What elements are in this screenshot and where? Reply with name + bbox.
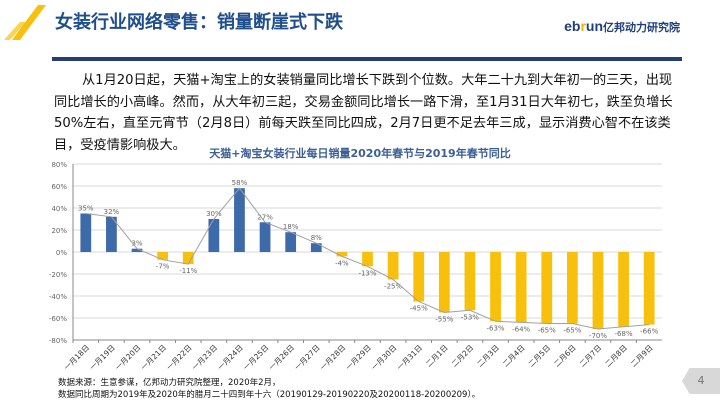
- bar: [643, 252, 655, 325]
- data-label: -53%: [461, 313, 479, 321]
- x-tick-label: 一月27日: [293, 343, 322, 372]
- x-tick-label: 一月26日: [267, 343, 296, 372]
- x-tick-label: 二月3日: [475, 343, 501, 369]
- chart-title: 天猫+淘宝女装行业每日销量2020年春节与2019年春节同比: [209, 147, 511, 160]
- y-tick-label: -60%: [49, 315, 67, 323]
- x-tick-label: 一月20日: [113, 343, 142, 372]
- x-tick-label: 一月29日: [344, 343, 373, 372]
- bar: [362, 252, 373, 267]
- x-tick-label: 二月6日: [552, 343, 578, 369]
- data-label: -4%: [335, 259, 349, 267]
- x-tick-label: 一月18日: [62, 343, 91, 372]
- data-label: -7%: [156, 263, 170, 271]
- data-label: 58%: [232, 179, 248, 187]
- data-label: -65%: [563, 327, 581, 335]
- bar: [106, 216, 117, 252]
- y-tick-label: 40%: [51, 205, 67, 213]
- x-tick-label: 二月1日: [424, 343, 450, 369]
- data-label: -25%: [384, 283, 402, 291]
- bar: [336, 252, 348, 257]
- x-tick-label: 一月28日: [318, 343, 347, 372]
- x-tick-label: 二月4日: [501, 343, 527, 369]
- data-label: -11%: [179, 267, 197, 275]
- bar: [541, 252, 553, 324]
- x-tick-label: 一月23日: [190, 343, 219, 372]
- data-label: 27%: [257, 213, 273, 221]
- y-tick-label: -20%: [49, 271, 67, 279]
- page-number: 4: [682, 368, 720, 394]
- bar: [80, 213, 92, 252]
- bar: [310, 243, 322, 252]
- bar: [234, 188, 245, 252]
- data-label: 30%: [206, 210, 222, 218]
- bar: [285, 232, 297, 252]
- footnote-source: 数据来源：生意参谋，亿邦动力研究院整理，2020年2月，: [58, 378, 281, 388]
- decorative-stripes: [4, 5, 46, 40]
- x-tick-label: 一月21日: [139, 343, 168, 372]
- data-label: 32%: [104, 208, 120, 216]
- data-label: -68%: [615, 330, 633, 338]
- bar: [438, 252, 450, 313]
- x-tick-label: 一月24日: [216, 343, 245, 372]
- data-label: -65%: [538, 327, 556, 335]
- data-label: 8%: [311, 234, 322, 242]
- connecting-line: [85, 187, 650, 330]
- bar: [131, 248, 143, 252]
- data-label: -63%: [486, 324, 504, 332]
- x-tick-label: 二月9日: [629, 343, 655, 369]
- bar: [208, 219, 220, 252]
- data-label: -13%: [358, 269, 376, 277]
- y-tick-label: -40%: [49, 293, 67, 301]
- y-tick-label: 0%: [56, 249, 67, 257]
- x-tick-label: 二月8日: [603, 343, 629, 369]
- data-label: 35%: [78, 205, 94, 213]
- y-tick-label: -80%: [49, 337, 67, 345]
- page-title: 女装行业网络零售：销量断崖式下跌: [55, 12, 343, 33]
- bar: [157, 252, 169, 260]
- bar: [515, 252, 527, 323]
- body-paragraph: 从1月20日起，天猫+淘宝上的女装销量同比增长下跌到个位数。大年二十九到大年初一…: [54, 73, 673, 153]
- bar: [259, 222, 271, 252]
- x-tick-label: 二月2日: [450, 343, 476, 369]
- bar: [566, 252, 578, 324]
- data-label: 18%: [283, 223, 299, 231]
- bar: [490, 252, 501, 322]
- bar: [413, 252, 425, 302]
- data-label: 3%: [131, 240, 142, 248]
- header-divider: [52, 57, 682, 61]
- x-tick-label: 一月22日: [165, 343, 194, 372]
- x-tick-label: 一月19日: [88, 343, 117, 372]
- bar: [387, 252, 399, 280]
- bar: [618, 252, 629, 327]
- data-label: -66%: [640, 328, 658, 336]
- y-tick-label: 80%: [51, 161, 67, 169]
- x-tick-label: 二月5日: [527, 343, 553, 369]
- x-tick-label: 二月7日: [578, 343, 604, 369]
- x-tick-label: 一月25日: [241, 343, 270, 372]
- bar: [182, 252, 194, 265]
- data-label: -55%: [435, 316, 453, 324]
- data-label: -45%: [410, 305, 428, 313]
- y-tick-label: 20%: [51, 227, 67, 235]
- bar: [464, 252, 476, 311]
- footnote-period: 数据同比周期为2019年及2020年的腊月二十四到年十六（20190129-20…: [58, 390, 481, 400]
- y-tick-label: 60%: [51, 183, 67, 191]
- x-tick-label: 一月31日: [395, 343, 424, 372]
- x-tick-label: 一月30日: [369, 343, 398, 372]
- data-label: -70%: [589, 332, 607, 340]
- ebrun-logo: ebrun亿邦动力研究院: [564, 18, 680, 34]
- data-label: -64%: [512, 325, 530, 333]
- bar: [592, 252, 604, 329]
